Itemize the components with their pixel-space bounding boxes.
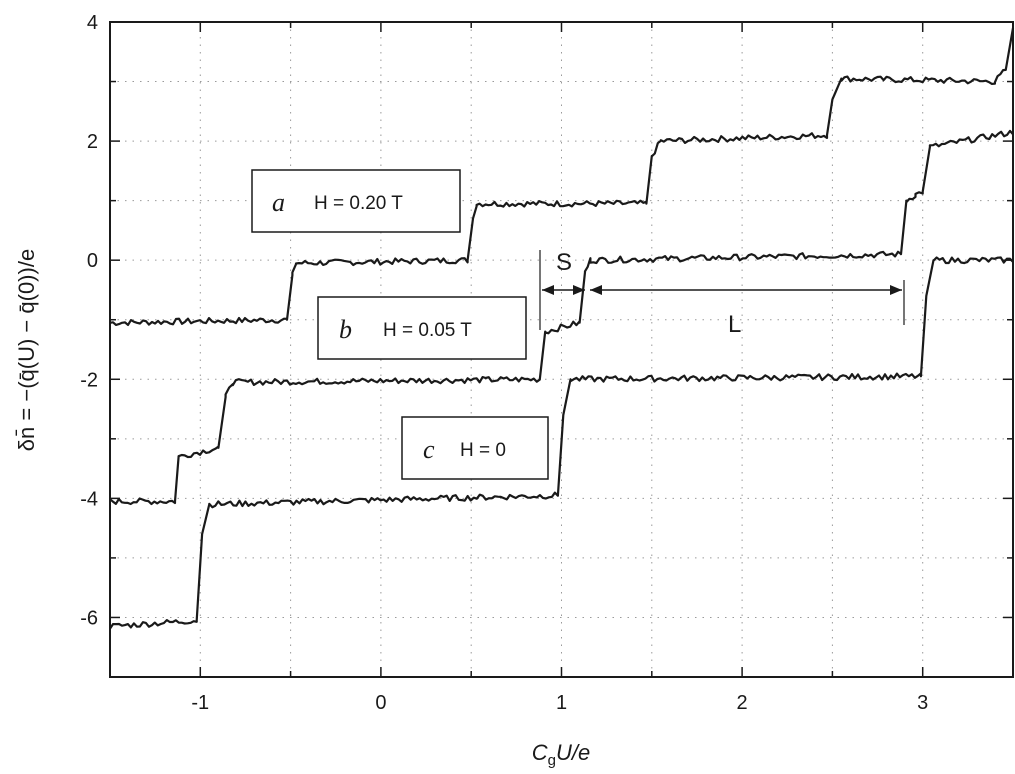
y-tick-label: 2 <box>87 131 98 153</box>
x-tick-label: 2 <box>737 692 748 714</box>
x-tick-label: -1 <box>191 692 209 714</box>
legend-box-a: a H = 0.20 T <box>251 169 461 233</box>
y-tick-label: 4 <box>87 12 98 34</box>
y-tick-label: -6 <box>80 607 98 629</box>
l-label: L <box>728 311 741 338</box>
legend-box-b: b H = 0.05 T <box>317 296 527 360</box>
s-label: S <box>556 249 572 276</box>
x-axis-title: CgU/e <box>532 740 590 769</box>
s-arrow <box>542 285 585 295</box>
axis-ticks <box>109 21 1014 678</box>
grid <box>110 22 1013 677</box>
legend-b-text: H = 0.05 T <box>383 320 472 341</box>
y-tick-labels: -6 -4 -2 0 2 4 <box>80 12 98 629</box>
y-tick-label: 0 <box>87 250 98 272</box>
legend-c-text: H = 0 <box>460 440 506 461</box>
series-line-b <box>109 129 1014 506</box>
y-axis-title: δn̄ = −(q̄(U) − q̄(0))/e <box>14 249 39 451</box>
legend-box-c: c H = 0 <box>401 416 549 480</box>
legend-c-letter: c <box>423 435 435 464</box>
y-tick-label: -4 <box>80 488 98 510</box>
l-arrow <box>590 285 902 295</box>
interval-annotation: S L <box>539 249 905 338</box>
series-line-a <box>109 27 1015 326</box>
x-tick-label: 0 <box>375 692 386 714</box>
series-line-c <box>109 256 1014 630</box>
series-group <box>109 27 1015 630</box>
plot-area <box>109 21 1014 678</box>
legend-a-text: H = 0.20 T <box>314 193 403 214</box>
x-tick-labels: -1 0 1 2 3 <box>191 692 928 714</box>
x-tick-label: 3 <box>917 692 928 714</box>
legend-b-letter: b <box>339 315 352 344</box>
y-tick-label: -2 <box>80 369 98 391</box>
legend-a-letter: a <box>272 188 285 217</box>
x-tick-label: 1 <box>556 692 567 714</box>
